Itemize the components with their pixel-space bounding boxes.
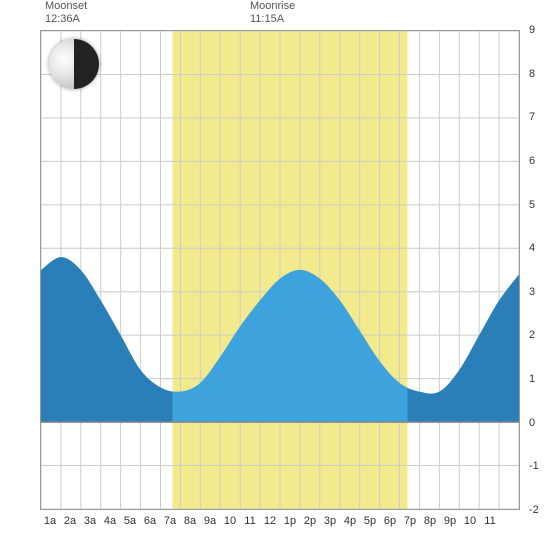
moonset-title: Moonset <box>45 0 87 13</box>
moonrise-label: Moonrise 11:15A <box>250 0 295 26</box>
x-tick-label: 11 <box>484 515 495 527</box>
x-tick-label: 11 <box>244 515 255 527</box>
y-tick-label: -2 <box>529 504 539 516</box>
moon-phase-icon <box>49 39 99 89</box>
y-tick-label: 8 <box>529 68 535 80</box>
moon-lit-half <box>49 39 74 89</box>
y-tick-label: 4 <box>529 242 535 254</box>
x-tick-label: 10 <box>224 515 236 527</box>
x-tick-label: 9p <box>444 515 456 527</box>
x-tick-label: 4a <box>104 515 116 527</box>
moonset-time: 12:36A <box>45 13 87 26</box>
x-tick-label: 1a <box>44 515 56 527</box>
header-labels: Moonset 12:36A Moonrise 11:15A <box>0 0 550 30</box>
x-tick-label: 5a <box>124 515 136 527</box>
x-tick-label: 12 <box>264 515 276 527</box>
moon-dark-half <box>74 39 99 89</box>
moonrise-time: 11:15A <box>250 13 295 26</box>
x-tick-label: 6p <box>384 515 396 527</box>
y-tick-label: 7 <box>529 111 535 123</box>
y-axis: -2-10123456789 <box>525 30 550 510</box>
tide-chart <box>40 30 520 510</box>
chart-svg <box>41 31 519 509</box>
x-tick-label: 2p <box>304 515 316 527</box>
x-tick-label: 3a <box>84 515 96 527</box>
x-tick-label: 3p <box>324 515 336 527</box>
x-axis: 1a 2a 3a 4a 5a 6a 7a 8a 9a 10 11 12 1p 2p 3p 4p 5p 6p 7p 8p… <box>40 515 520 535</box>
y-tick-label: 0 <box>529 417 535 429</box>
x-tick-label: 7p <box>404 515 416 527</box>
x-tick-label: 9a <box>204 515 216 527</box>
x-tick-label: 10 <box>464 515 476 527</box>
x-tick-label: 4p <box>344 515 356 527</box>
moonset-label: Moonset 12:36A <box>45 0 87 26</box>
y-tick-label: 1 <box>529 373 535 385</box>
x-tick-label: 1p <box>284 515 296 527</box>
y-tick-label: 2 <box>529 329 535 341</box>
x-tick-label: 8p <box>424 515 436 527</box>
y-tick-label: -1 <box>529 460 539 472</box>
moonrise-title: Moonrise <box>250 0 295 13</box>
y-tick-label: 9 <box>529 24 535 36</box>
x-tick-label: 5p <box>364 515 376 527</box>
y-tick-label: 6 <box>529 155 535 167</box>
x-tick-label: 2a <box>64 515 76 527</box>
x-tick-label: 8a <box>184 515 196 527</box>
x-tick-label: 7a <box>164 515 176 527</box>
y-tick-label: 3 <box>529 286 535 298</box>
x-tick-label: 6a <box>144 515 156 527</box>
y-tick-label: 5 <box>529 199 535 211</box>
